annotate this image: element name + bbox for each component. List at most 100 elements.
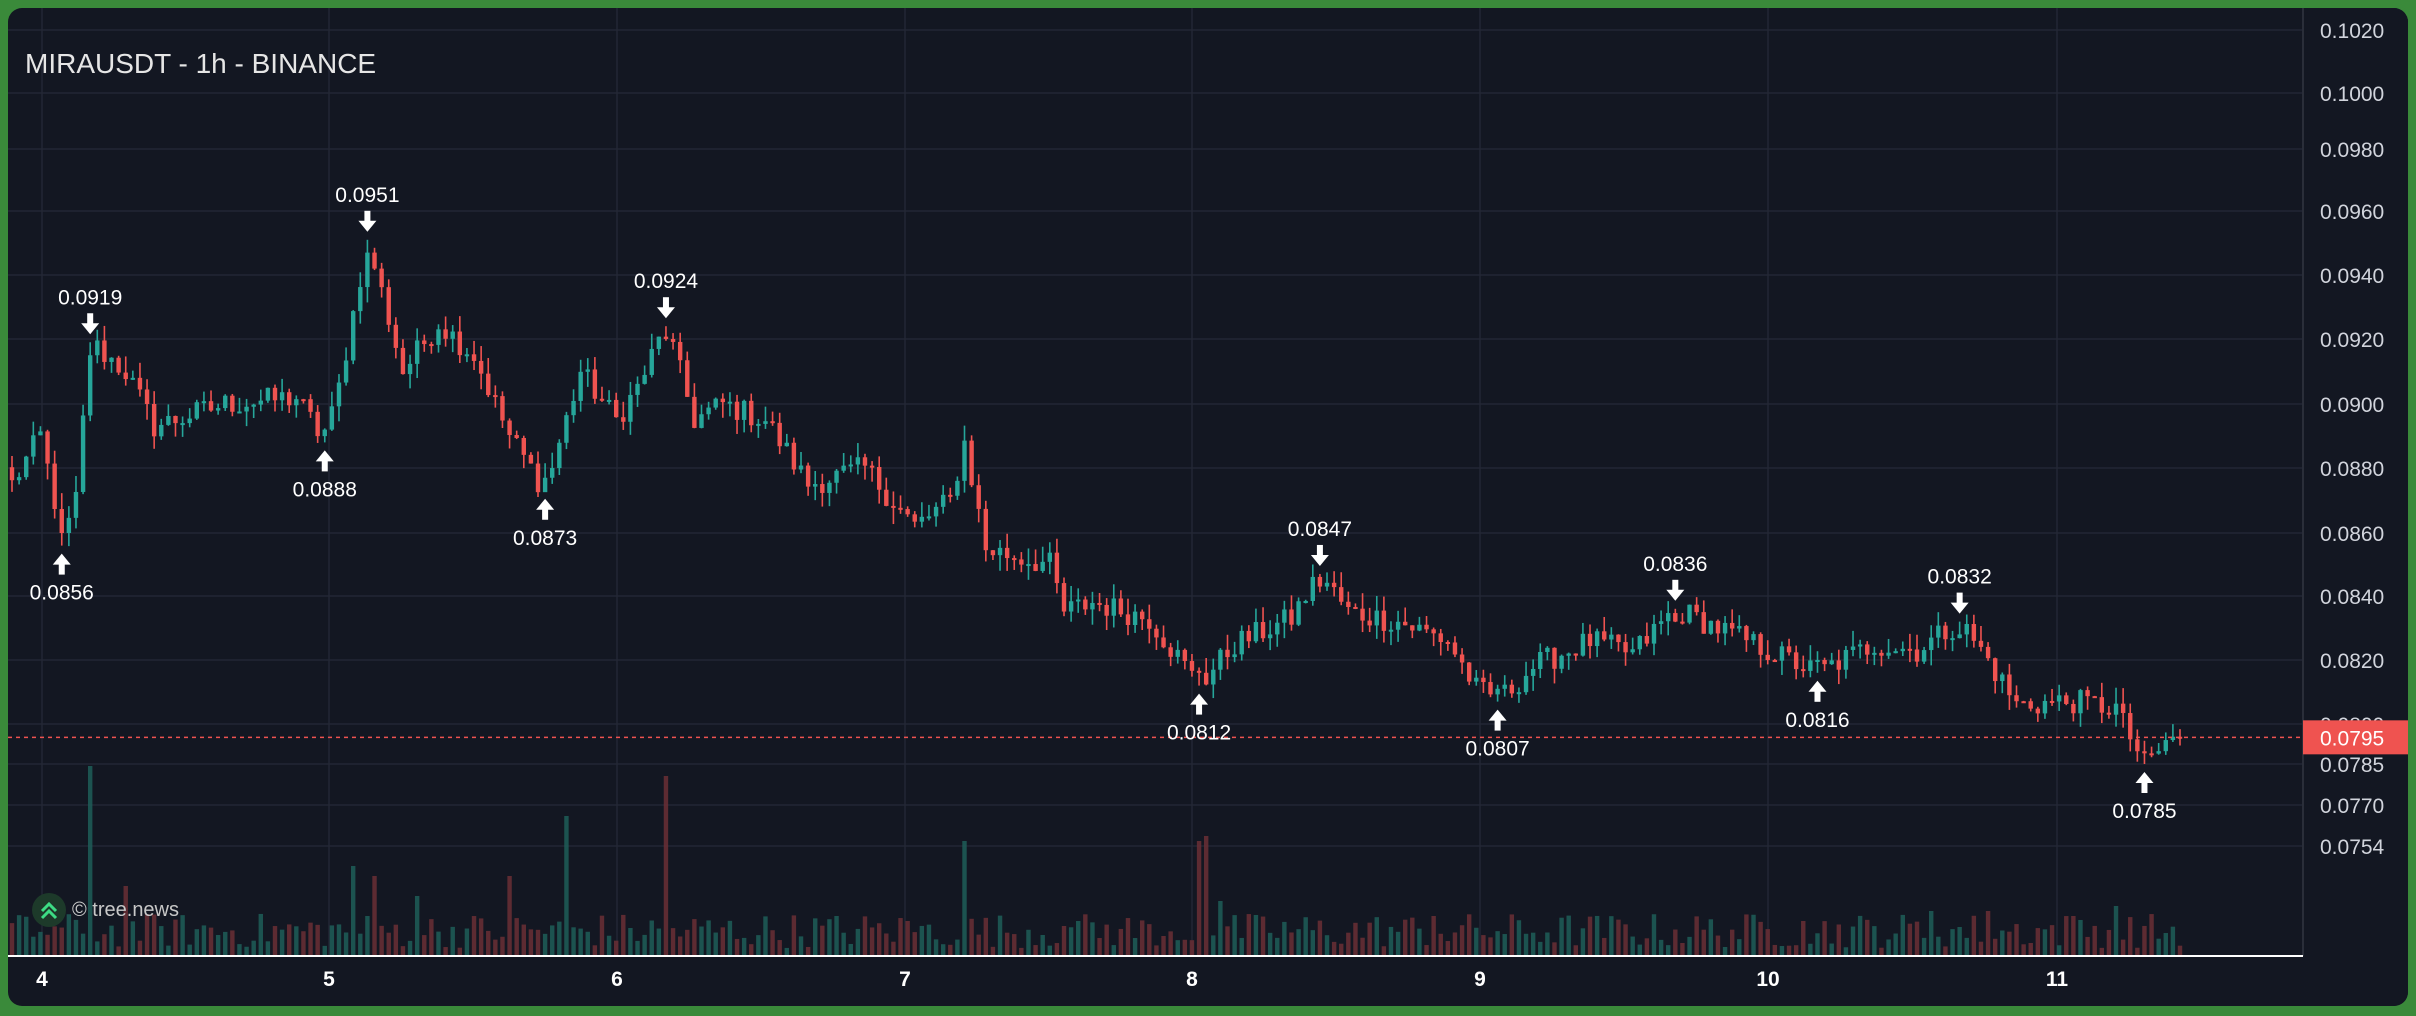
- candle-body: [1225, 649, 1230, 658]
- candle-body: [670, 339, 676, 342]
- candle-body: [1580, 633, 1586, 656]
- candle-body: [1900, 648, 1905, 652]
- volume-bar: [329, 925, 335, 956]
- candle-body: [1189, 661, 1195, 671]
- high-annotation: 0.0832: [1928, 566, 1992, 614]
- volume-bar: [1147, 924, 1152, 956]
- candle-body: [1793, 652, 1799, 670]
- candle-body: [1893, 651, 1898, 654]
- volume-bar: [109, 925, 114, 956]
- high-annotation: 0.0951: [335, 184, 400, 232]
- volume-bar: [2106, 929, 2112, 956]
- candle-body: [1843, 649, 1849, 670]
- volume-bar: [777, 940, 782, 956]
- candle-body: [1552, 647, 1557, 669]
- candle-body: [1865, 644, 1870, 655]
- candle-body: [429, 344, 434, 347]
- volume-bar: [1083, 914, 1088, 956]
- watermark-text: © tree.news: [72, 898, 180, 921]
- candle-body: [208, 401, 214, 411]
- candle-body: [1211, 669, 1216, 685]
- volume-bar: [848, 943, 853, 956]
- volume-bar: [1879, 947, 1884, 956]
- volume-bar: [1104, 924, 1109, 956]
- volume-bar: [997, 915, 1003, 956]
- candlestick-chart[interactable]: 0.0919 0.0856 0.0951 0.0888 0.0924 0.0873 0.08…: [8, 8, 2408, 1006]
- volume-bar: [2028, 942, 2033, 956]
- candle-body: [1609, 634, 1614, 640]
- candle-body: [95, 340, 100, 356]
- volume-bar: [116, 946, 121, 956]
- price-tick-label: 0.0860: [2320, 523, 2384, 546]
- candle-body: [223, 395, 228, 409]
- volume-bar: [379, 925, 384, 956]
- annotation-label: 0.0888: [293, 478, 357, 501]
- volume-bar: [564, 816, 569, 956]
- volume-bar: [1360, 937, 1365, 956]
- candle-body: [550, 468, 555, 478]
- low-annotation: 0.0812: [1167, 693, 1231, 745]
- time-tick-label: 10: [1756, 968, 1779, 991]
- volume-bar: [1651, 914, 1657, 956]
- candle-body: [1417, 624, 1422, 631]
- volume-bar: [1289, 932, 1294, 956]
- volume-bar: [493, 939, 498, 956]
- volume-bar: [1779, 946, 1785, 956]
- volume-bar: [1161, 936, 1166, 956]
- candle-body: [1161, 637, 1166, 648]
- candle-body: [1822, 660, 1827, 665]
- volume-bar: [1339, 943, 1344, 956]
- candle-body: [1175, 649, 1180, 657]
- volume-bar: [855, 928, 861, 956]
- price-axis-background: [2303, 8, 2408, 1006]
- volume-bar: [151, 914, 157, 956]
- volume-bar: [1680, 942, 1685, 956]
- price-tick-label: 0.0900: [2320, 394, 2384, 417]
- candle-body: [1445, 642, 1451, 645]
- candle-body: [1957, 634, 1962, 639]
- candle-body: [1061, 583, 1067, 612]
- candle-body: [237, 411, 242, 414]
- candle-body: [123, 372, 128, 380]
- volume-bar: [1033, 945, 1038, 956]
- volume-bar: [1452, 932, 1458, 956]
- candle-body: [805, 465, 811, 487]
- volume-bar: [1893, 933, 1898, 956]
- price-tick-label: 0.0785: [2320, 754, 2384, 777]
- arrow-up-icon-stem: [321, 460, 328, 472]
- candle-body: [1488, 682, 1493, 695]
- candle-body: [2120, 703, 2126, 714]
- candle-body: [294, 399, 299, 406]
- volume-bar: [606, 935, 612, 956]
- candle-body: [457, 331, 463, 356]
- candle-body: [628, 394, 633, 422]
- volume-bar: [1168, 931, 1173, 956]
- candle-body: [1381, 610, 1387, 631]
- candle-body: [741, 400, 747, 420]
- volume-bar: [1815, 933, 1820, 956]
- volume-bar: [2078, 919, 2083, 956]
- high-annotation: 0.0847: [1288, 518, 1352, 566]
- candle-body: [1758, 634, 1763, 655]
- candle-body: [976, 485, 981, 509]
- candle-body: [1090, 602, 1095, 610]
- candle-body: [777, 422, 782, 447]
- annotation-label: 0.0836: [1643, 553, 1707, 576]
- time-tick-label: 11: [2046, 968, 2069, 991]
- volume-bar: [1154, 945, 1159, 956]
- volume-bar: [1466, 914, 1472, 956]
- volume-bar: [1793, 945, 1799, 956]
- volume-bar: [727, 920, 733, 956]
- volume-bar: [2177, 945, 2183, 956]
- volume-bar: [507, 876, 512, 956]
- volume-bar: [16, 915, 22, 956]
- volume-bar: [308, 922, 313, 956]
- volume-bar: [578, 928, 583, 956]
- volume-bar: [95, 941, 100, 956]
- volume-bar: [1850, 926, 1856, 956]
- candle-body: [933, 506, 939, 517]
- volume-bar: [59, 927, 64, 956]
- time-tick-label: 6: [611, 968, 623, 991]
- candle-body: [24, 456, 29, 478]
- volume-bar: [2163, 933, 2168, 956]
